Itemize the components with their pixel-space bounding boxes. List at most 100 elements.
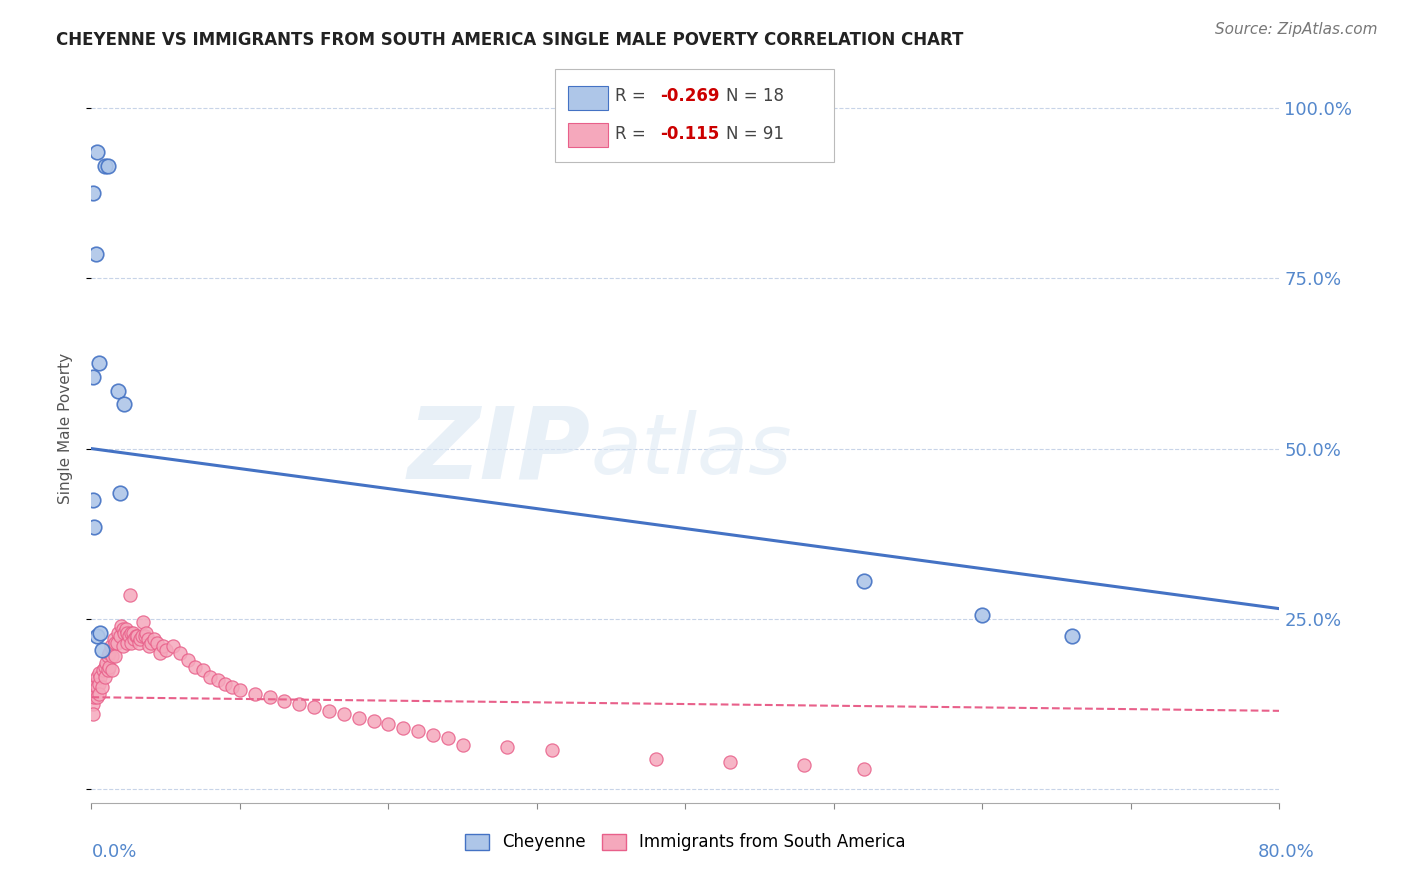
Point: [103, 632, 125, 647]
Point: [162, 639, 184, 653]
Point: [89, 670, 111, 684]
Text: -0.115: -0.115: [661, 125, 720, 143]
Point: [229, 683, 252, 698]
Point: [82, 707, 104, 722]
Point: [135, 625, 157, 640]
FancyBboxPatch shape: [568, 86, 609, 110]
Point: [112, 625, 135, 640]
Point: [152, 639, 174, 653]
Point: [98, 646, 121, 660]
Point: [97, 663, 120, 677]
Point: [87, 356, 110, 370]
Point: [718, 755, 741, 769]
Text: 80.0%: 80.0%: [1258, 843, 1315, 861]
Point: [82, 676, 104, 690]
Point: [121, 636, 143, 650]
Point: [138, 639, 160, 653]
Point: [94, 670, 117, 684]
Point: [302, 700, 325, 714]
FancyBboxPatch shape: [568, 123, 609, 147]
Point: [125, 629, 148, 643]
Point: [288, 697, 311, 711]
Point: [142, 632, 165, 647]
Point: [82, 370, 104, 384]
Point: [104, 649, 127, 664]
Point: [333, 707, 356, 722]
Point: [406, 724, 429, 739]
Point: [184, 659, 207, 673]
Point: [1060, 629, 1083, 643]
Point: [121, 625, 143, 640]
Point: [392, 721, 415, 735]
Point: [94, 659, 117, 673]
Point: [115, 636, 138, 650]
Point: [644, 751, 666, 765]
Point: [98, 659, 121, 673]
Point: [207, 673, 229, 688]
Point: [87, 676, 110, 690]
Point: [87, 687, 110, 701]
Point: [136, 632, 159, 647]
Point: [112, 397, 135, 411]
Point: [134, 629, 156, 643]
Point: [82, 186, 104, 201]
Point: [108, 629, 131, 643]
Text: R =: R =: [616, 87, 647, 105]
Text: N = 91: N = 91: [725, 125, 783, 143]
Point: [145, 636, 167, 650]
Point: [111, 639, 134, 653]
Point: [89, 625, 111, 640]
Point: [90, 680, 112, 694]
Point: [122, 625, 145, 640]
Point: [108, 486, 131, 500]
Point: [94, 159, 117, 173]
Point: [97, 649, 120, 664]
Point: [86, 629, 108, 643]
Point: [155, 642, 177, 657]
Point: [117, 629, 139, 643]
Point: [793, 758, 815, 772]
Text: CHEYENNE VS IMMIGRANTS FROM SOUTH AMERICA SINGLE MALE POVERTY CORRELATION CHART: CHEYENNE VS IMMIGRANTS FROM SOUTH AMERIC…: [56, 31, 963, 49]
Point: [87, 666, 110, 681]
Point: [86, 690, 108, 705]
Point: [540, 742, 562, 756]
Point: [131, 629, 153, 643]
Text: 0.0%: 0.0%: [91, 843, 136, 861]
Point: [86, 145, 108, 160]
Point: [139, 636, 162, 650]
Point: [101, 663, 124, 677]
Point: [111, 622, 134, 636]
Point: [214, 676, 236, 690]
Point: [110, 618, 132, 632]
Point: [96, 656, 118, 670]
Point: [83, 680, 105, 694]
Point: [852, 762, 875, 776]
Point: [129, 632, 152, 647]
Point: [83, 520, 105, 534]
Point: [318, 704, 340, 718]
Point: [107, 625, 129, 640]
Point: [177, 653, 200, 667]
Point: [972, 608, 994, 623]
Point: [451, 738, 474, 752]
Point: [107, 384, 129, 398]
Text: Source: ZipAtlas.com: Source: ZipAtlas.com: [1215, 22, 1378, 37]
Point: [90, 642, 112, 657]
Point: [86, 680, 108, 694]
Point: [221, 680, 243, 694]
Point: [97, 159, 120, 173]
Text: R =: R =: [616, 125, 647, 143]
Point: [363, 714, 385, 728]
Point: [422, 728, 444, 742]
Point: [84, 247, 107, 261]
Text: N = 18: N = 18: [725, 87, 783, 105]
FancyBboxPatch shape: [555, 69, 834, 162]
Point: [86, 670, 108, 684]
Point: [377, 717, 399, 731]
Point: [83, 690, 105, 705]
Point: [169, 646, 191, 660]
Point: [149, 646, 172, 660]
Point: [82, 697, 104, 711]
Point: [114, 622, 136, 636]
Text: ZIP: ZIP: [408, 402, 591, 500]
